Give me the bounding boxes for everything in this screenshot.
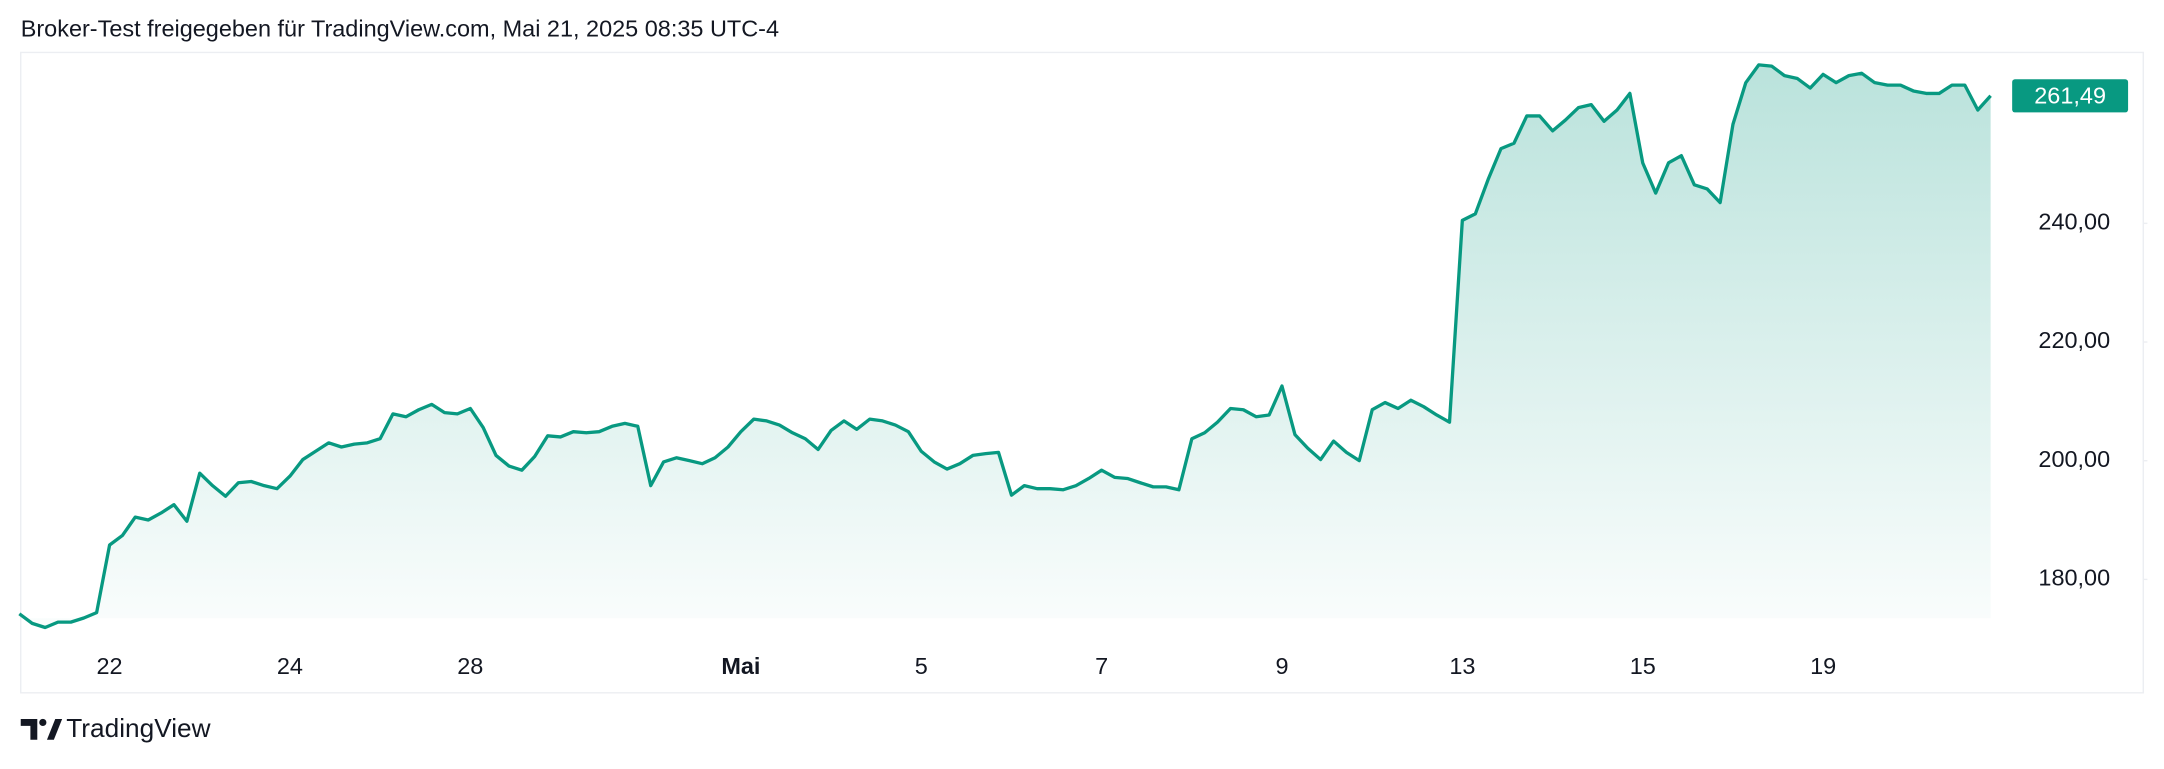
chart-frame bbox=[20, 51, 2144, 694]
price-label: 261,49 bbox=[2034, 82, 2106, 108]
x-tick-label: 28 bbox=[457, 653, 483, 679]
x-tick-label: 5 bbox=[915, 653, 928, 679]
x-tick-label: 13 bbox=[1449, 653, 1475, 679]
line bbox=[18, 63, 1992, 630]
brand: TradingView bbox=[66, 713, 210, 743]
x-tick-label: 9 bbox=[1275, 653, 1288, 679]
x-tick-label: 22 bbox=[96, 653, 122, 679]
y-tick-label: 240,00 bbox=[2038, 209, 2110, 235]
x-tick-label: 19 bbox=[1810, 653, 1836, 679]
x-tick-label: 7 bbox=[1095, 653, 1108, 679]
x-tick-label: Mai bbox=[721, 653, 760, 679]
y-tick-label: 180,00 bbox=[2038, 565, 2110, 591]
header: Broker-Test freigegeben für TradingView.… bbox=[21, 16, 779, 42]
y-tick-label: 220,00 bbox=[2038, 327, 2110, 353]
y-tick-label: 200,00 bbox=[2038, 446, 2110, 472]
area bbox=[19, 64, 1991, 628]
logo bbox=[20, 718, 63, 740]
x-tick-label: 15 bbox=[1630, 653, 1656, 679]
price-tag bbox=[2012, 79, 2129, 113]
x-tick-label: 24 bbox=[277, 653, 303, 679]
